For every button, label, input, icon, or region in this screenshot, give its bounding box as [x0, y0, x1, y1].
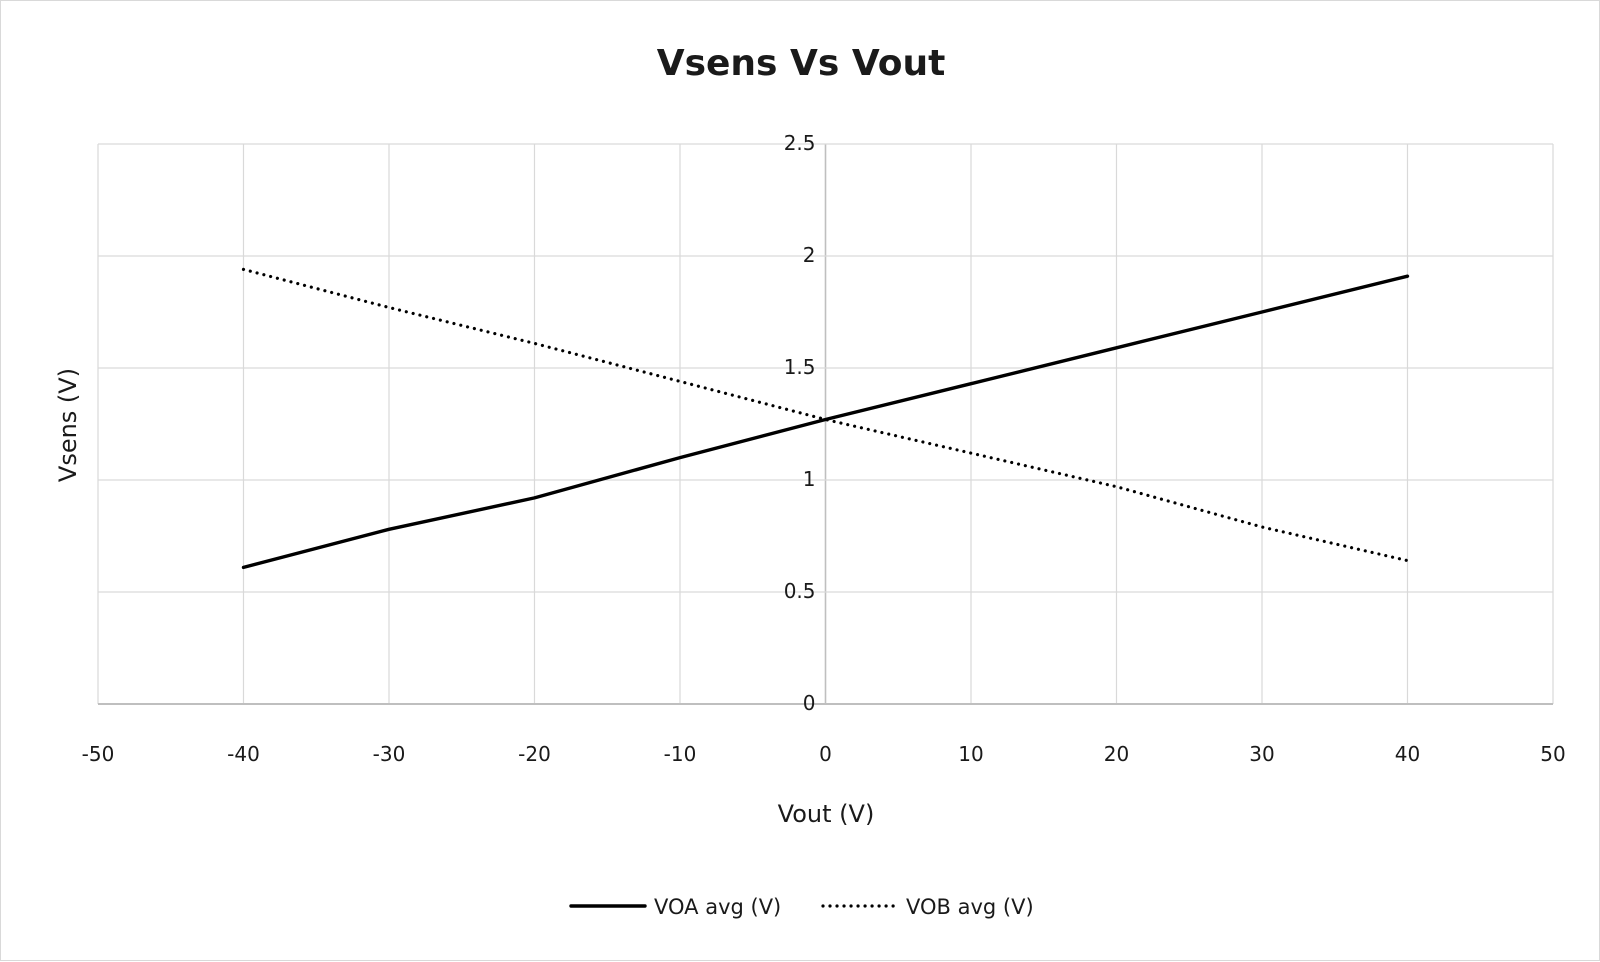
- data-point-vob: [533, 342, 536, 345]
- legend: VOA avg (V) VOB avg (V): [569, 895, 1034, 919]
- data-point-vob: [970, 452, 973, 455]
- x-tick-label: 20: [1104, 742, 1129, 766]
- legend-label-voa: VOA avg (V): [654, 895, 781, 919]
- data-point-vob: [242, 268, 245, 271]
- data-point-voa: [679, 456, 682, 459]
- y-tick-label: 0.5: [784, 579, 816, 603]
- y-axis-title: Vsens (V): [54, 368, 82, 482]
- data-point-voa: [1115, 346, 1118, 349]
- x-tick-label: -40: [227, 742, 260, 766]
- data-point-vob: [1406, 559, 1409, 562]
- x-tick-label: 40: [1395, 742, 1420, 766]
- data-point-voa: [388, 528, 391, 531]
- x-tick-label: -20: [518, 742, 551, 766]
- tick-layer: -50 -40 -30 -20 -10 0 10 20 30 40 50 0 0.5 1 1.5 2 2.5: [82, 131, 1566, 766]
- x-tick-label: -30: [373, 742, 406, 766]
- data-point-vob: [679, 380, 682, 383]
- x-tick-label: 30: [1249, 742, 1274, 766]
- y-tick-label: 1: [803, 467, 816, 491]
- data-point-voa: [1406, 275, 1409, 278]
- data-point-vob: [388, 306, 391, 309]
- x-axis-title: Vout (V): [778, 800, 875, 828]
- grid-layer: [97, 143, 1554, 704]
- y-tick-label: 2: [803, 243, 816, 267]
- data-point-voa: [1261, 311, 1264, 314]
- y-tick-label: 0: [803, 691, 816, 715]
- chart-title: Vsens Vs Vout: [657, 43, 946, 84]
- x-tick-label: 0: [819, 742, 832, 766]
- y-tick-label: 1.5: [784, 355, 816, 379]
- data-point-voa: [533, 496, 536, 499]
- data-point-voa: [970, 382, 973, 385]
- y-tick-label: 2.5: [784, 131, 816, 155]
- x-tick-label: 50: [1540, 742, 1565, 766]
- legend-label-vob: VOB avg (V): [906, 895, 1034, 919]
- data-point-vob: [824, 418, 827, 421]
- x-tick-label: -50: [82, 742, 115, 766]
- x-tick-label: -10: [664, 742, 697, 766]
- data-point-vob: [1115, 485, 1118, 488]
- x-tick-label: 10: [958, 742, 983, 766]
- data-point-voa: [242, 566, 245, 569]
- series-layer: [241, 267, 1410, 570]
- series-line-voa: [241, 274, 1410, 570]
- data-point-vob: [1261, 526, 1264, 529]
